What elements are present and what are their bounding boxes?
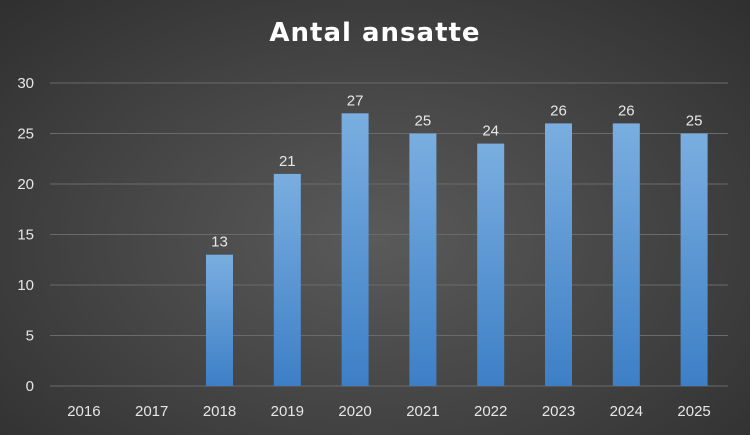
- x-tick-label: 2020: [338, 403, 371, 420]
- y-tick-label: 30: [17, 75, 34, 92]
- x-tick-label: 2024: [610, 403, 643, 420]
- bar-2023: [545, 123, 572, 387]
- x-tick-label: 2025: [677, 403, 710, 420]
- y-tick-label: 10: [17, 277, 34, 294]
- y-axis: 0 5 10 15 20 25 30: [17, 75, 34, 395]
- data-label-2024: 26: [618, 102, 635, 119]
- bar-2025: [680, 133, 708, 386]
- x-tick-label: 2022: [474, 403, 507, 420]
- x-tick-label: 2018: [203, 403, 236, 420]
- x-tick-label: 2016: [67, 403, 100, 420]
- data-label-2020: 27: [347, 92, 364, 109]
- data-label-2019: 21: [279, 153, 296, 170]
- data-label-2023: 26: [550, 102, 567, 119]
- data-labels: 13 21 27 25 24 26 26 25: [211, 92, 702, 250]
- x-tick-label: 2023: [542, 403, 575, 420]
- y-tick-label: 5: [26, 328, 34, 345]
- x-tick-label: 2019: [271, 403, 304, 420]
- chart-title: Antal ansatte: [269, 18, 481, 48]
- x-tick-label: 2021: [406, 403, 439, 420]
- x-tick-label: 2017: [135, 403, 168, 420]
- data-label-2022: 24: [482, 123, 499, 140]
- bar-2020: [341, 113, 369, 387]
- data-label-2021: 25: [415, 113, 432, 130]
- bar-2022: [477, 143, 505, 386]
- data-label-2025: 25: [686, 113, 703, 130]
- y-tick-label: 20: [17, 176, 34, 193]
- bars: [206, 113, 708, 387]
- x-axis: 2016 2017 2018 2019 2020 2021 2022 2023 2024 2025: [67, 403, 711, 420]
- y-tick-label: 0: [26, 378, 34, 395]
- data-label-2018: 13: [211, 234, 228, 251]
- bar-2018: [206, 254, 233, 386]
- y-tick-label: 25: [17, 126, 34, 143]
- y-tick-label: 15: [17, 227, 34, 244]
- bar-2021: [409, 133, 437, 386]
- bar-2024: [612, 123, 640, 387]
- bar-2019: [273, 173, 301, 386]
